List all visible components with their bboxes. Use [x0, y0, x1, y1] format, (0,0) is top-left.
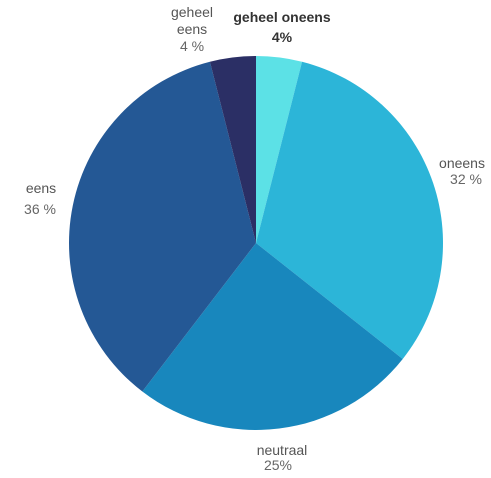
pie-slice-oneens: [256, 61, 443, 359]
slice-value-oneens: 32 %: [450, 171, 482, 187]
slice-label-oneens: oneens: [439, 155, 485, 171]
slice-label-geheel-eens: geheel eens: [171, 4, 213, 37]
slice-value-geheel-eens: 4 %: [180, 38, 204, 54]
pie-slice-neutraal: [142, 243, 403, 430]
slice-value-geheel-oneens: 4%: [272, 29, 293, 45]
pie-slices: [69, 56, 443, 430]
slice-value-eens: 36 %: [24, 201, 56, 217]
pie-slice-geheel-oneens: [256, 56, 303, 243]
slice-label-eens: eens: [26, 180, 56, 196]
pie-slice-eens: [69, 61, 257, 392]
slice-value-neutraal: 25%: [264, 457, 292, 473]
pie-slice-geheel-eens: [209, 56, 256, 243]
slice-label-geheel-oneens: geheel oneens: [233, 9, 330, 25]
slice-label-neutraal: neutraal: [257, 442, 308, 458]
